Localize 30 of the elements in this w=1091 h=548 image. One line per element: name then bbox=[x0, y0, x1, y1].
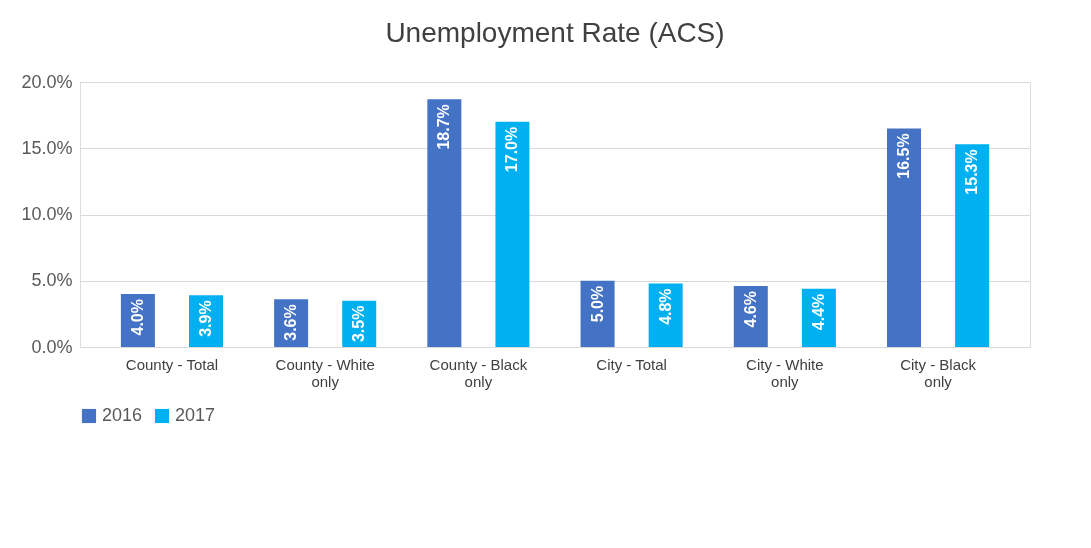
data-label: 4.4% bbox=[809, 293, 827, 331]
x-tick-label: City - Total bbox=[596, 355, 667, 373]
data-label: 17.0% bbox=[503, 126, 521, 173]
chart-title: Unemployment Rate (ACS) bbox=[385, 17, 725, 48]
data-label: 15.3% bbox=[963, 149, 981, 195]
bar bbox=[887, 128, 922, 347]
y-tick-label: 0.0% bbox=[31, 336, 73, 357]
y-tick-label: 10.0% bbox=[21, 204, 73, 224]
x-tick-label: City - Black only bbox=[900, 355, 977, 390]
data-label: 3.9% bbox=[196, 300, 214, 337]
y-tick-label: 15.0% bbox=[21, 137, 73, 158]
data-label: 4.6% bbox=[741, 291, 759, 328]
data-label: 3.5% bbox=[350, 305, 368, 343]
data-label: 4.0% bbox=[128, 299, 146, 336]
legend-label: 2016 bbox=[102, 405, 143, 425]
data-label: 18.7% bbox=[435, 104, 453, 150]
x-tick-label: County - White only bbox=[275, 355, 375, 390]
bar bbox=[955, 144, 990, 347]
legend-label: 2017 bbox=[175, 405, 216, 425]
data-label: 3.6% bbox=[282, 304, 300, 341]
x-tick-label: City - White only bbox=[746, 355, 824, 390]
data-label: 5.0% bbox=[588, 285, 606, 323]
data-label: 16.5% bbox=[895, 133, 913, 179]
bar bbox=[427, 99, 462, 347]
bar bbox=[495, 121, 530, 347]
x-tick-label: County - Total bbox=[125, 355, 219, 373]
y-tick-label: 20.0% bbox=[21, 71, 73, 92]
data-label: 4.8% bbox=[656, 288, 674, 325]
y-tick-label: 5.0% bbox=[31, 270, 73, 291]
x-tick-label: County - Black only bbox=[429, 355, 528, 390]
